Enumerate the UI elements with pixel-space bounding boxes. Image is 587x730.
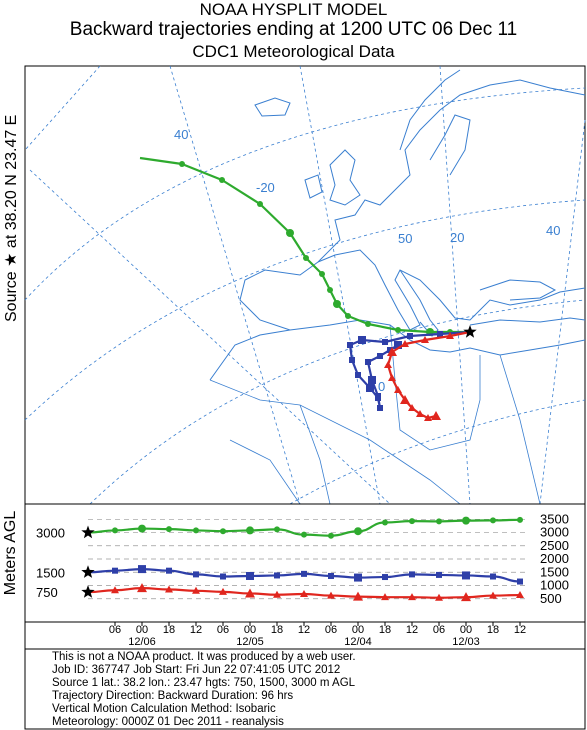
y-left-tick: 750: [36, 585, 58, 600]
height-series: [81, 516, 524, 602]
map-grid-labels: 40 -20 50 20 40 0: [174, 127, 560, 394]
y-right-tick: 500: [540, 591, 562, 606]
map-trajectory-triangle: [384, 330, 471, 421]
y-right-tick: 1500: [540, 564, 569, 579]
info-line-5: Vertical Motion Calculation Method: Isob…: [52, 703, 276, 715]
map-trajectory-circle: [139, 156, 470, 336]
x-date-label: 12/03: [452, 636, 480, 648]
height-y-left-ticks: 3000 1500 750: [36, 526, 65, 601]
x-tick-label: 00: [352, 624, 364, 636]
x-tick-label: 18: [379, 624, 391, 636]
x-tick-label: 12: [190, 624, 202, 636]
x-tick-label: 12: [406, 624, 418, 636]
y-right-tick: 3000: [540, 525, 569, 540]
x-tick-label: 06: [109, 624, 121, 636]
info-box-frame: [24, 648, 586, 730]
map-frame: [24, 65, 586, 505]
y-right-tick: 3500: [540, 511, 569, 526]
grid-label-20e: 20: [450, 230, 464, 245]
x-tick-label: 06: [325, 624, 337, 636]
height-series-square: [81, 565, 523, 585]
height-series-triangle: [81, 583, 524, 602]
y-right-tick: 1000: [540, 578, 569, 593]
x-tick-label: 18: [487, 624, 499, 636]
info-line-4: Trajectory Direction: Backward Duration:…: [52, 690, 294, 702]
x-tick-label: 00: [136, 624, 148, 636]
x-date-label: 12/05: [236, 636, 264, 648]
height-series-circle: [81, 516, 523, 539]
info-line-3: Source 1 lat.: 38.2 lon.: 23.47 hgts: 75…: [52, 677, 356, 689]
grid-label-20w: -20: [256, 180, 275, 195]
x-tick-label: 00: [460, 624, 472, 636]
source-star-icon: [463, 325, 477, 338]
y-left-tick: 3000: [36, 526, 65, 541]
chart-title-line3: CDC1 Meteorological Data: [192, 42, 395, 61]
grid-label-50n: 50: [398, 231, 412, 246]
grid-label-0: 0: [378, 379, 385, 394]
x-date-label: 12/06: [128, 636, 156, 648]
x-tick-label: 06: [433, 624, 445, 636]
y-right-tick: 2500: [540, 538, 569, 553]
x-tick-label: 18: [271, 624, 283, 636]
chart-title-line1: NOAA HYSPLIT MODEL: [199, 0, 388, 19]
x-date-label: 12/04: [344, 636, 372, 648]
y-left-tick: 1500: [36, 565, 65, 580]
info-line-2: Job ID: 367747 Job Start: Fri Jun 22 07:…: [52, 664, 341, 676]
y-right-tick: 2000: [540, 551, 569, 566]
height-panel-gridlines: [88, 518, 528, 600]
info-line-1: This is not a NOAA product. It was produ…: [52, 651, 356, 663]
height-panel-frame: [24, 503, 586, 623]
x-tick-label: 00: [244, 624, 256, 636]
grid-label-40w: 40: [174, 127, 188, 142]
time-axis-ticks: 06 00 18 12 06 00 18 12 06 00 18 12 06 00 18 12 12/06 12/…: [109, 622, 526, 648]
x-tick-label: 06: [217, 624, 229, 636]
chart-title-line2: Backward trajectories ending at 1200 UTC…: [69, 19, 518, 40]
x-tick-label: 18: [163, 624, 175, 636]
coastline: [209, 69, 586, 505]
map-trajectory-square: [347, 330, 471, 411]
x-tick-label: 12: [514, 624, 526, 636]
map-trajectories: [139, 156, 477, 421]
map-grid: [24, 65, 586, 505]
info-line-6: Meteorology: 0000Z 01 Dec 2011 - reanaly…: [52, 716, 284, 728]
grid-label-40e: 40: [546, 223, 560, 238]
x-tick-label: 12: [298, 624, 310, 636]
